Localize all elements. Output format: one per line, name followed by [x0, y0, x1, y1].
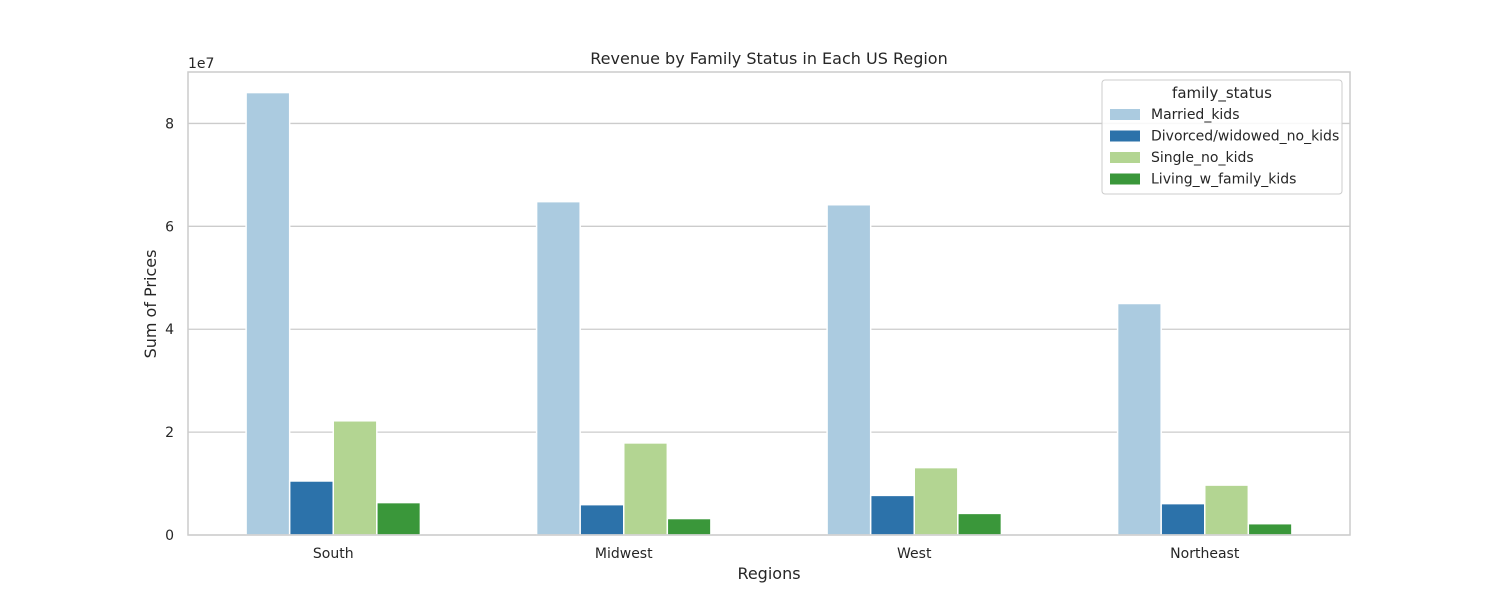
legend-swatch	[1110, 109, 1140, 120]
y-tick-labels: 0 2 4 6 8	[165, 116, 174, 544]
bar	[957, 512, 1003, 536]
bar	[579, 503, 625, 536]
bar	[288, 480, 334, 536]
legend-swatch	[1110, 152, 1140, 163]
legend-entry-label: Divorced/widowed_no_kids	[1151, 129, 1339, 145]
bar	[1160, 502, 1206, 536]
bar	[535, 200, 581, 536]
x-axis-label: Regions	[737, 564, 800, 583]
chart-title: Revenue by Family Status in Each US Regi…	[590, 49, 947, 68]
x-tick-label: West	[897, 546, 932, 562]
bar	[245, 91, 291, 536]
y-tick-label: 8	[165, 116, 174, 132]
legend-swatch	[1110, 173, 1140, 185]
x-tick-label: Midwest	[595, 546, 653, 562]
plot-frame	[187, 71, 1351, 536]
y-axis-label: Sum of Prices	[141, 250, 160, 359]
bar	[623, 442, 669, 536]
bars	[245, 91, 1293, 536]
y-tick-label: 2	[165, 425, 174, 441]
y-tick-label: 6	[165, 219, 174, 235]
bar	[1116, 302, 1162, 536]
x-tick-labels: South Midwest West Northeast	[313, 546, 1240, 562]
bar	[666, 517, 712, 536]
bar	[376, 501, 422, 536]
legend: family_status Married_kids Divorced/widow…	[1101, 79, 1343, 195]
bar	[1247, 522, 1293, 536]
bar	[1204, 484, 1250, 536]
bar	[332, 420, 378, 536]
y-tick-label: 0	[165, 528, 174, 544]
legend-items: Married_kids Divorced/widowed_no_kids Sing…	[1110, 107, 1339, 188]
y-tick-label: 4	[165, 322, 174, 338]
legend-entry-label: Single_no_kids	[1151, 150, 1254, 166]
y-offset-label: 1e7	[188, 56, 214, 72]
legend-swatch	[1110, 130, 1140, 142]
legend-entry-label: Married_kids	[1151, 107, 1240, 123]
bar	[826, 203, 872, 536]
legend-title: family_status	[1172, 84, 1272, 103]
bar	[869, 494, 915, 536]
x-tick-label: Northeast	[1170, 546, 1240, 562]
x-tick-label: South	[313, 546, 354, 562]
legend-box	[1101, 79, 1343, 195]
legend-entry-label: Living_w_family_kids	[1151, 172, 1296, 188]
bar	[913, 466, 959, 536]
